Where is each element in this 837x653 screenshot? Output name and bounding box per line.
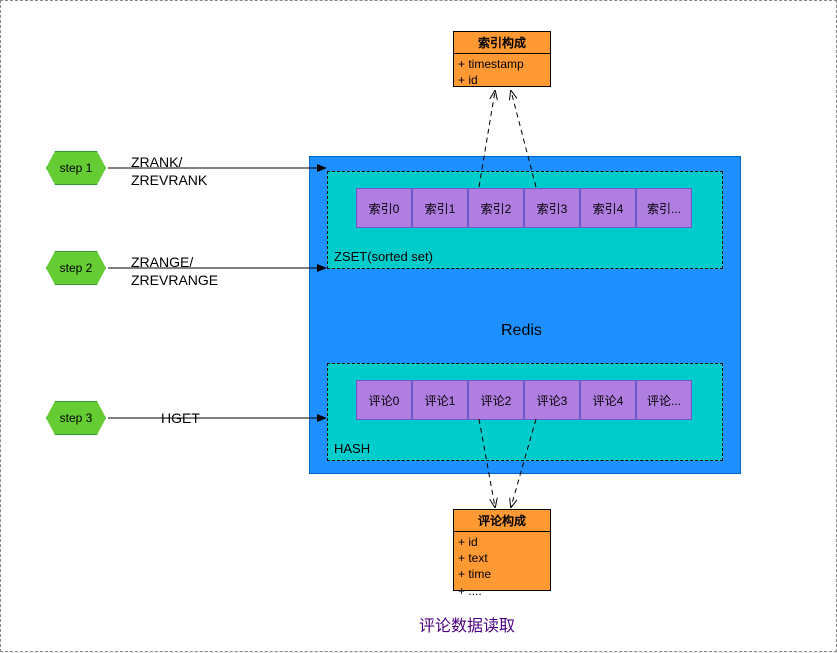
hash-item-5: 评论... [636, 380, 692, 420]
comment-struct: 评论构成 + id + text + time + .... [453, 509, 551, 591]
zset-box: 索引0 索引1 索引2 索引3 索引4 索引... ZSET(sorted se… [327, 171, 723, 269]
step-2-hexagon: step 2 [46, 251, 106, 285]
zset-label: ZSET(sorted set) [334, 249, 433, 264]
comment-struct-title: 评论构成 [454, 510, 550, 532]
index-struct: 索引构成 + timestamp + id [453, 31, 551, 87]
zset-item-1: 索引1 [412, 188, 468, 228]
hash-item-1: 评论1 [412, 380, 468, 420]
step-2-label: step 2 [60, 261, 93, 275]
hash-label: HASH [334, 441, 370, 456]
step-1-hexagon: step 1 [46, 151, 106, 185]
step-1-label: step 1 [60, 161, 93, 175]
hash-item-4: 评论4 [580, 380, 636, 420]
index-struct-title: 索引构成 [454, 32, 550, 54]
zset-item-3: 索引3 [524, 188, 580, 228]
step-1-command: ZRANK/ ZREVRANK [131, 153, 207, 189]
hash-items: 评论0 评论1 评论2 评论3 评论4 评论... [356, 380, 692, 420]
zset-items: 索引0 索引1 索引2 索引3 索引4 索引... [356, 188, 692, 228]
zset-item-4: 索引4 [580, 188, 636, 228]
diagram-title: 评论数据读取 [419, 617, 515, 638]
hash-item-2: 评论2 [468, 380, 524, 420]
step-2-command: ZRANGE/ ZREVRANGE [131, 253, 218, 289]
zset-item-0: 索引0 [356, 188, 412, 228]
step-3-hexagon: step 3 [46, 401, 106, 435]
comment-struct-body: + id + text + time + .... [454, 532, 550, 601]
hash-item-3: 评论3 [524, 380, 580, 420]
zset-item-2: 索引2 [468, 188, 524, 228]
index-struct-body: + timestamp + id [454, 54, 550, 90]
zset-item-5: 索引... [636, 188, 692, 228]
diagram-canvas: step 1 ZRANK/ ZREVRANK step 2 ZRANGE/ ZR… [0, 0, 837, 652]
step-3-command: HGET [161, 409, 200, 427]
hash-box: 评论0 评论1 评论2 评论3 评论4 评论... HASH [327, 363, 723, 461]
redis-label: Redis [501, 321, 542, 342]
hash-item-0: 评论0 [356, 380, 412, 420]
step-3-label: step 3 [60, 411, 93, 425]
